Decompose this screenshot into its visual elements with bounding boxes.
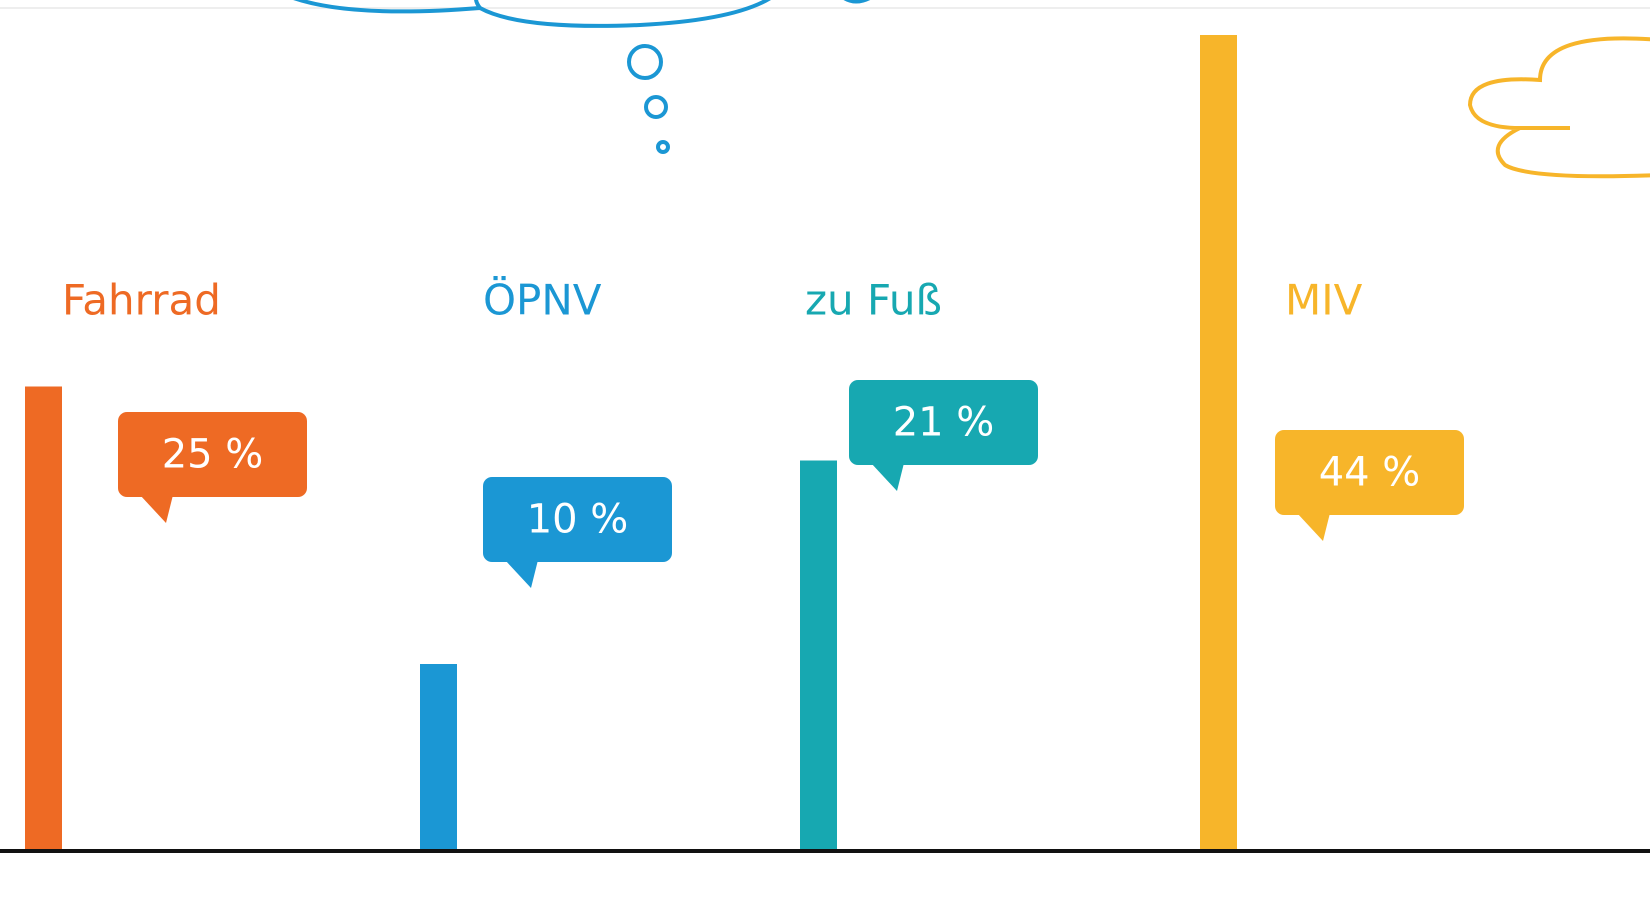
speech-bubble-tail	[871, 463, 904, 491]
speech-bubble	[849, 380, 1038, 465]
bar	[420, 664, 457, 849]
category-label: Fahrrad	[62, 276, 221, 325]
speech-bubble-tail	[505, 560, 538, 588]
category-label: MIV	[1285, 276, 1363, 325]
value-label: 25 %	[162, 432, 264, 478]
thought-bubble	[1467, 36, 1650, 179]
speech-bubble-tail	[140, 495, 173, 523]
speech-bubble-tail	[1297, 513, 1330, 541]
category-label: ÖPNV	[483, 275, 602, 325]
value-label: 44 %	[1319, 450, 1421, 496]
value-label: 21 %	[893, 400, 995, 446]
bar	[800, 460, 837, 849]
value-label: 10 %	[527, 497, 629, 543]
speech-bubble	[118, 412, 307, 497]
thought-bubble	[293, 0, 871, 154]
bar	[25, 386, 62, 849]
speech-bubble	[483, 477, 672, 562]
speech-bubble	[1275, 430, 1464, 515]
bar	[1200, 35, 1237, 849]
category-label: zu Fuß	[805, 276, 942, 325]
